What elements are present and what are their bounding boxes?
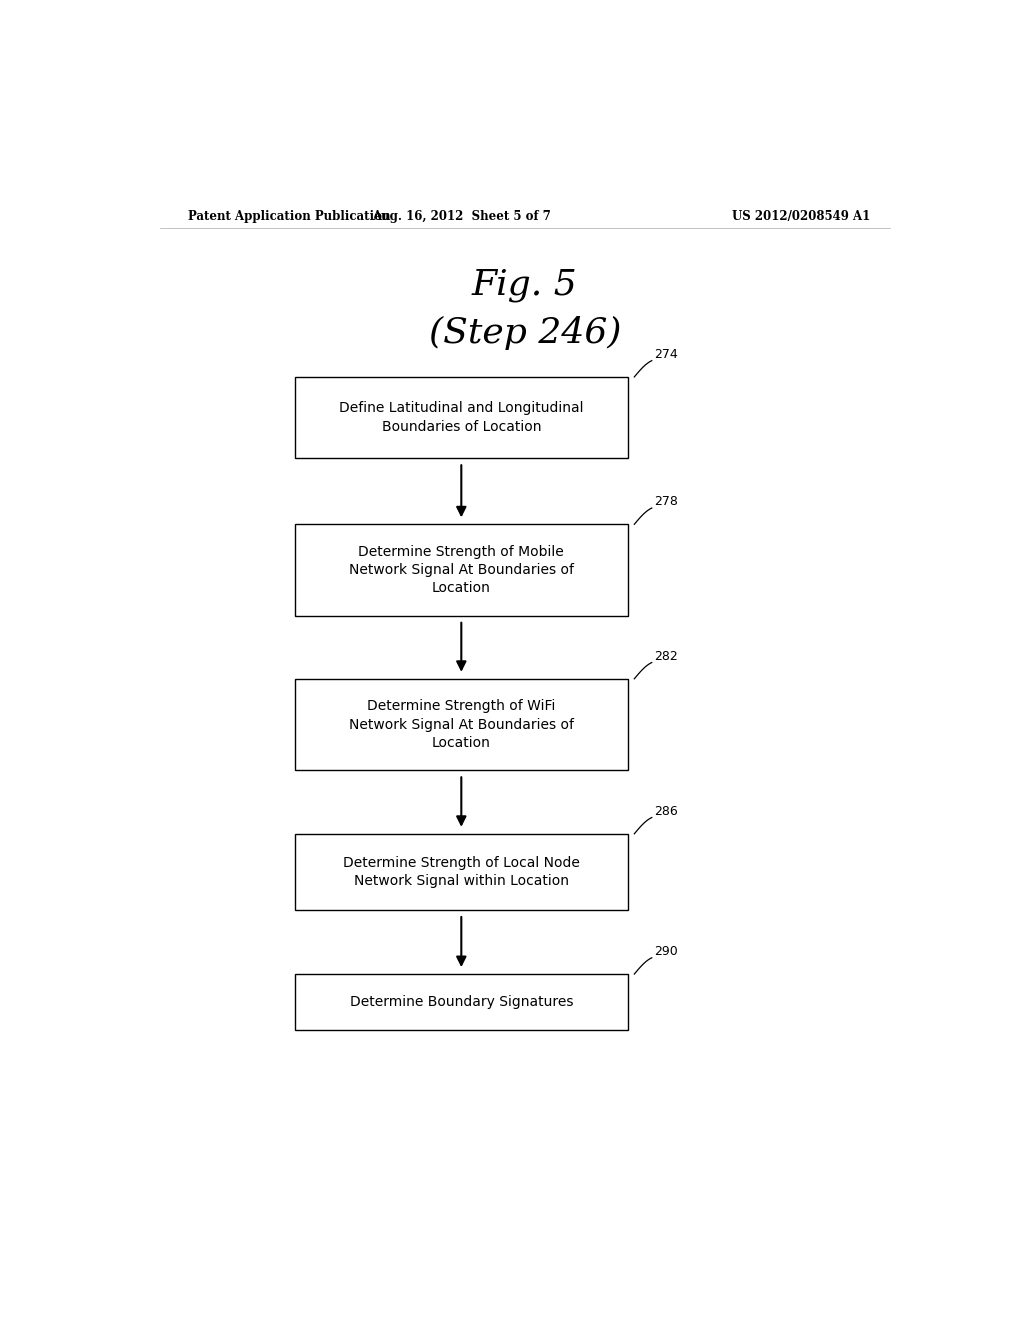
- Text: 290: 290: [654, 945, 678, 958]
- Bar: [295, 524, 628, 616]
- Text: (Step 246): (Step 246): [429, 317, 621, 350]
- Text: Determine Strength of Local Node
Network Signal within Location: Determine Strength of Local Node Network…: [343, 855, 580, 888]
- Text: 274: 274: [654, 347, 678, 360]
- Text: 282: 282: [654, 649, 678, 663]
- Text: Patent Application Publication: Patent Application Publication: [187, 210, 390, 223]
- Text: 278: 278: [654, 495, 678, 508]
- Text: Determine Strength of Mobile
Network Signal At Boundaries of
Location: Determine Strength of Mobile Network Sig…: [349, 545, 573, 595]
- Bar: [295, 378, 628, 458]
- Text: US 2012/0208549 A1: US 2012/0208549 A1: [732, 210, 870, 223]
- Text: Aug. 16, 2012  Sheet 5 of 7: Aug. 16, 2012 Sheet 5 of 7: [372, 210, 551, 223]
- Text: Define Latitudinal and Longitudinal
Boundaries of Location: Define Latitudinal and Longitudinal Boun…: [339, 401, 584, 434]
- Bar: [295, 678, 628, 771]
- Text: Fig. 5: Fig. 5: [472, 268, 578, 302]
- Text: 286: 286: [654, 804, 678, 817]
- Bar: [295, 974, 628, 1030]
- Bar: [295, 834, 628, 909]
- Text: Determine Boundary Signatures: Determine Boundary Signatures: [349, 995, 573, 1008]
- Text: Determine Strength of WiFi
Network Signal At Boundaries of
Location: Determine Strength of WiFi Network Signa…: [349, 700, 573, 750]
